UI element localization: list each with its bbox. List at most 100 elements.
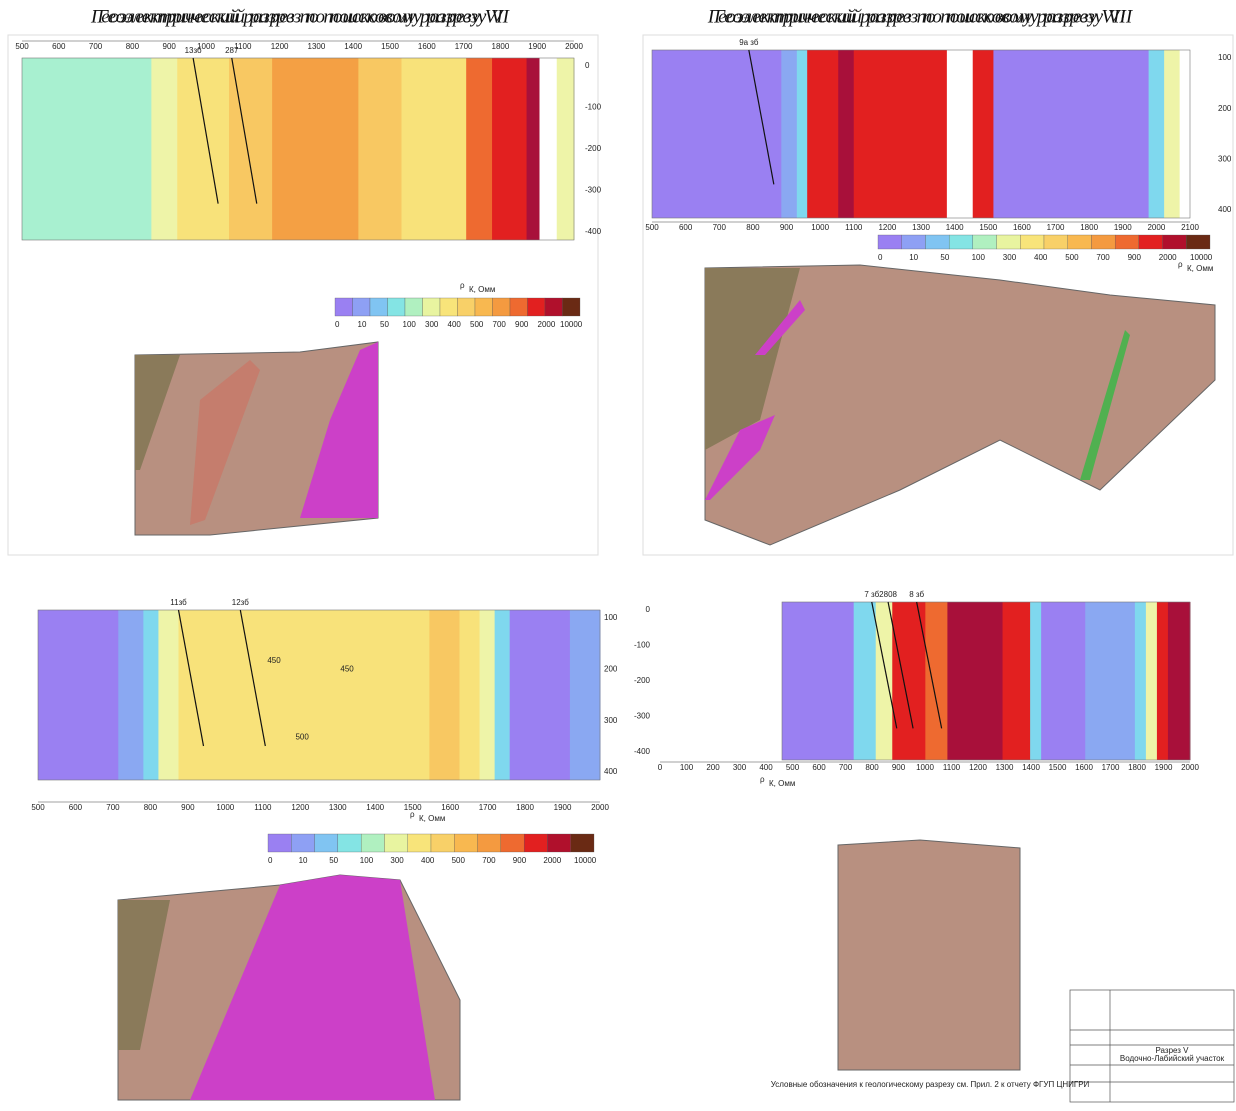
resistivity-zone <box>22 58 152 240</box>
legend-swatch <box>1186 234 1211 250</box>
legend-swatch <box>457 297 476 317</box>
resistivity-section <box>22 58 575 240</box>
x-tick-label: 1800 <box>492 42 510 51</box>
x-tick-label: 900 <box>163 42 177 51</box>
x-tick-label: 1500 <box>1049 763 1067 772</box>
unit-label: ρ <box>460 281 465 290</box>
legend-label: 10 <box>299 856 308 865</box>
legend-label: 900 <box>513 856 527 865</box>
stamp-subtitle: Водочно-Лабийский участок <box>1120 1054 1225 1063</box>
resistivity-zone <box>807 50 839 218</box>
resistivity-zone <box>1134 602 1147 760</box>
x-tick-label: 1000 <box>197 42 215 51</box>
legend-swatch <box>492 297 511 317</box>
legend-label: 10000 <box>1190 253 1213 262</box>
depth-tick-label: -100 <box>585 103 602 112</box>
depth-tick-label: 200 <box>604 664 618 673</box>
x-tick-label: 1800 <box>516 803 534 812</box>
legend-swatch <box>901 234 926 250</box>
legend-swatch <box>454 833 478 853</box>
legend-swatch <box>1043 234 1068 250</box>
resistivity-zone <box>151 58 178 240</box>
resistivity-zone <box>1167 602 1191 760</box>
well-label: 7 зб <box>864 590 879 599</box>
stamp-title: Разрез V <box>1155 1046 1189 1055</box>
x-tick-label: 700 <box>106 803 120 812</box>
legend-swatch <box>948 234 974 250</box>
resistivity-zone <box>1002 602 1031 760</box>
borehole <box>916 601 943 729</box>
resistivity-zone <box>158 610 179 780</box>
resistivity-zone <box>429 610 460 780</box>
resistivity-zone <box>556 58 575 240</box>
panel-title: Геоэлектрический разрез по поисковому ра… <box>90 6 511 27</box>
legend-label: 50 <box>940 253 949 262</box>
x-tick-label: 500 <box>31 803 45 812</box>
legend-swatch <box>877 234 902 250</box>
resistivity-zone <box>1156 602 1169 760</box>
x-tick-label: 1100 <box>943 763 961 772</box>
legend-label: 10 <box>909 253 918 262</box>
legend-swatch <box>972 234 997 250</box>
legend-swatch <box>360 833 385 853</box>
legend-label: 100 <box>360 856 374 865</box>
legend-swatch <box>267 833 292 853</box>
x-tick-label: 2000 <box>565 42 583 51</box>
resistivity-zone <box>892 602 926 760</box>
x-tick-label: 1500 <box>404 803 422 812</box>
panel-title: Геоэлектрический разрез по поисковому ра… <box>707 6 1134 27</box>
x-tick-label: 1600 <box>441 803 459 812</box>
depth-tick-label: -400 <box>585 227 602 236</box>
depth-tick-label: 300 <box>1218 154 1232 163</box>
panel-title: Геоэлектрический разрез по поисковому ра… <box>96 6 505 27</box>
depth-tick-label: -200 <box>634 676 651 685</box>
contour-label: 500 <box>295 733 309 742</box>
x-tick-label: 300 <box>733 763 747 772</box>
depth-tick-label: 100 <box>604 613 618 622</box>
legend-label: 50 <box>329 856 338 865</box>
resistivity-section <box>652 50 1191 218</box>
geologic-section <box>837 839 1021 1071</box>
resistivity-zone <box>1148 50 1165 218</box>
legend-swatch <box>1020 234 1045 250</box>
resistivity-zone <box>925 602 948 760</box>
legend-swatch <box>352 297 371 317</box>
x-tick-label: 1800 <box>1128 763 1146 772</box>
resistivity-zone <box>853 50 948 218</box>
legend-label: 500 <box>452 856 466 865</box>
resistivity-section <box>782 602 1191 760</box>
x-tick-label: 1900 <box>528 42 546 51</box>
resistivity-zone <box>143 610 159 780</box>
legend-swatch <box>477 833 502 853</box>
well-label: 2808 <box>879 590 897 599</box>
resistivity-zone <box>479 610 496 780</box>
legend-swatch <box>1138 234 1163 250</box>
x-tick-label: 600 <box>52 42 66 51</box>
resistivity-zone <box>781 50 798 218</box>
legend-swatch <box>384 833 408 853</box>
legend-swatch <box>291 833 315 853</box>
resistivity-zone <box>1145 602 1158 760</box>
resistivity-zone <box>492 58 528 240</box>
resistivity-zone <box>652 50 782 218</box>
resistivity-zone <box>459 610 481 780</box>
unit-subscript: К, Омм <box>769 779 795 788</box>
x-tick-label: 600 <box>679 223 693 232</box>
depth-tick-label: -200 <box>585 144 602 153</box>
legend-swatch <box>404 297 423 317</box>
well-label: 8 зб <box>909 590 924 599</box>
legend-label: 10 <box>358 320 367 329</box>
x-tick-label: 2100 <box>1181 223 1199 232</box>
x-tick-label: 2000 <box>1181 763 1199 772</box>
legend-swatch <box>474 297 493 317</box>
x-tick-label: 1400 <box>366 803 384 812</box>
legend-swatch <box>996 234 1021 250</box>
legend-swatch <box>523 833 548 853</box>
x-tick-label: 1300 <box>996 763 1014 772</box>
resistivity-zone <box>946 50 974 218</box>
x-tick-label: 1400 <box>1022 763 1040 772</box>
panel-frame <box>642 34 1234 556</box>
x-tick-label: 0 <box>658 763 663 772</box>
legend-label: 700 <box>482 856 496 865</box>
resistivity-zone <box>358 58 402 240</box>
